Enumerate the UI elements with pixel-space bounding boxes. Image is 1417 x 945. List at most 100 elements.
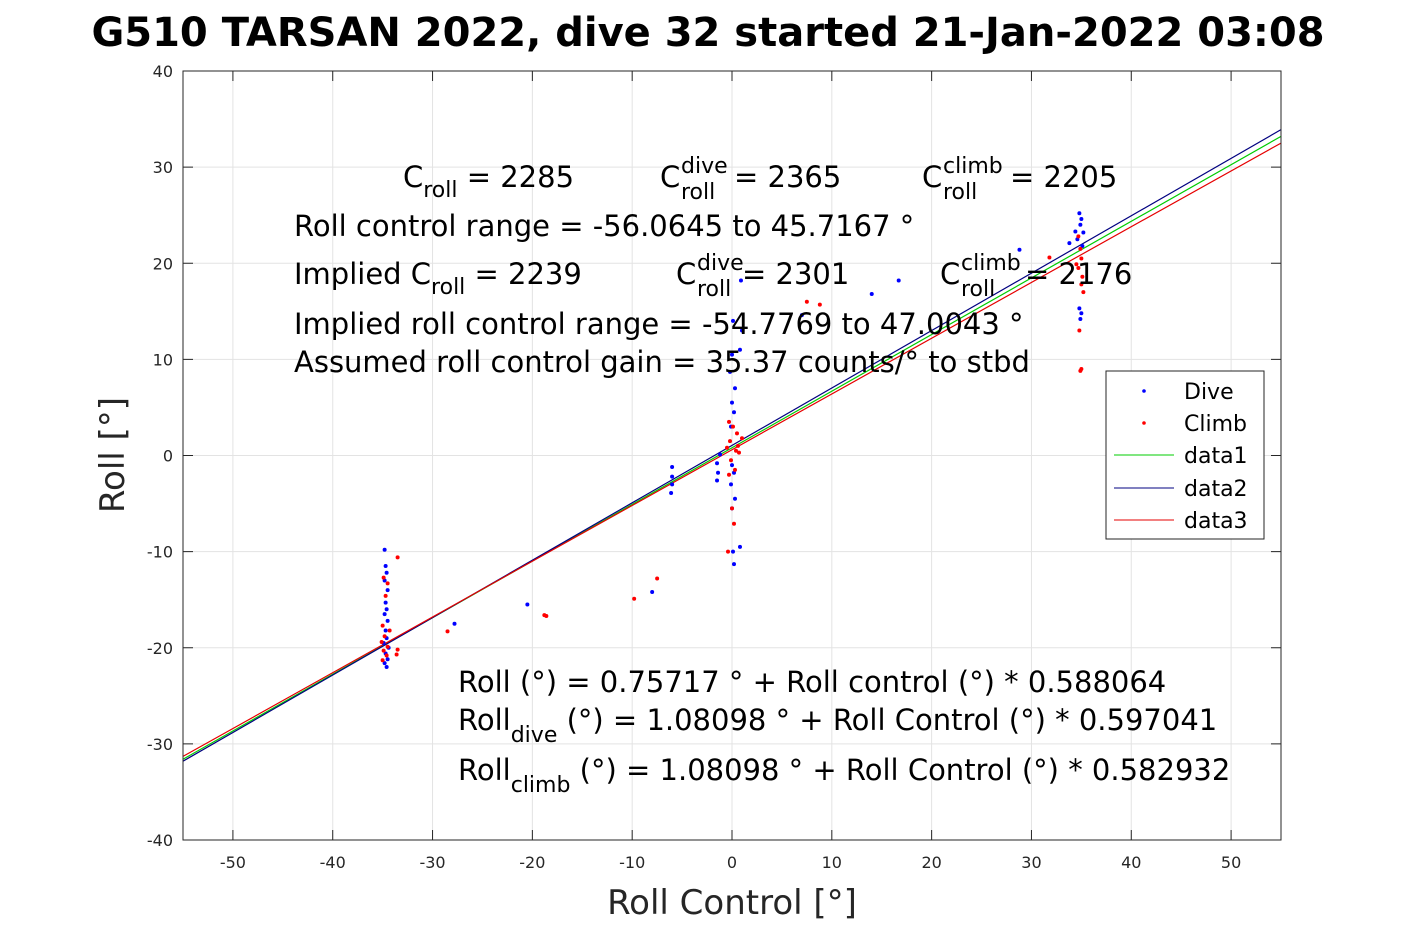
legend-label-climb: Climb <box>1184 412 1247 437</box>
point-dive <box>715 478 720 483</box>
point-dive <box>525 602 530 607</box>
annotation-fit-equation-climb: Rollclimb (°) = 1.08098 ° + Roll Control… <box>458 753 1230 798</box>
point-climb <box>733 448 738 453</box>
y-axis-label: Roll [°] <box>93 397 133 513</box>
point-dive <box>732 496 737 501</box>
point-climb <box>817 302 822 307</box>
point-dive <box>718 452 723 457</box>
annotation-c-roll-dive: C dive roll = 2365 <box>660 154 841 205</box>
y-tick-label: -30 <box>147 735 173 754</box>
point-climb <box>1077 328 1082 333</box>
point-dive <box>730 318 735 323</box>
annotation-implied-c-roll-climb: C climb roll = 2176 <box>940 251 1132 302</box>
x-tick-label: 10 <box>822 853 842 872</box>
point-dive <box>730 400 734 405</box>
svg-text:roll: roll <box>943 180 977 205</box>
point-climb <box>731 521 736 526</box>
x-tick-label: -40 <box>320 853 346 872</box>
svg-text:climb: climb <box>943 154 1003 179</box>
legend-label-dive: Dive <box>1184 380 1234 405</box>
point-dive <box>669 490 674 495</box>
annotation-implied-c-roll: Implied Croll = 2239 <box>294 257 582 300</box>
y-tick-label: 30 <box>153 158 173 177</box>
svg-text:C: C <box>660 160 680 194</box>
point-climb <box>1076 266 1081 271</box>
point-dive <box>1079 311 1084 316</box>
point-climb <box>726 549 731 554</box>
point-dive <box>1079 217 1084 222</box>
point-dive <box>1078 317 1083 322</box>
point-dive <box>452 621 457 626</box>
point-climb <box>382 634 387 639</box>
point-dive <box>1077 306 1082 311</box>
svg-text:dive: dive <box>697 251 744 276</box>
point-dive <box>384 664 389 669</box>
svg-text:= 2301: = 2301 <box>742 257 849 291</box>
point-dive <box>799 313 804 318</box>
x-tick-label: 20 <box>921 853 941 872</box>
annotation-fit-equation: Roll (°) = 0.75717 ° + Roll control (°) … <box>458 665 1166 699</box>
point-climb <box>735 443 740 448</box>
x-axis-label: Roll Control [°] <box>607 883 857 923</box>
point-dive <box>383 564 388 569</box>
x-axis-ticks: -50 -40 -30 -20 -10 0 10 20 30 40 50 <box>220 71 1241 872</box>
point-dive <box>896 278 901 283</box>
point-climb <box>734 431 739 436</box>
point-dive <box>728 369 733 374</box>
point-dive <box>715 461 720 466</box>
point-climb <box>725 445 730 450</box>
point-dive <box>385 618 390 623</box>
x-tick-label: 30 <box>1021 853 1041 872</box>
point-climb <box>727 419 732 424</box>
legend-label-data3: data3 <box>1184 509 1248 534</box>
x-tick-label: -30 <box>419 853 445 872</box>
annotation-c-roll-climb: C climb roll = 2205 <box>922 154 1117 205</box>
point-climb <box>384 653 389 658</box>
point-climb <box>395 555 400 560</box>
point-climb <box>727 472 732 477</box>
point-dive <box>384 570 389 575</box>
point-climb <box>1074 262 1079 267</box>
point-climb <box>380 623 385 628</box>
line-data2 <box>182 129 1282 762</box>
point-dive <box>738 278 743 283</box>
point-dive <box>1081 230 1086 235</box>
point-dive <box>1080 243 1085 248</box>
annotation-implied-c-roll-dive: C dive roll = 2301 <box>676 251 849 302</box>
point-dive <box>739 328 744 333</box>
point-climb <box>385 581 390 586</box>
y-tick-label: -10 <box>147 543 173 562</box>
point-climb <box>381 575 386 580</box>
point-climb <box>1078 246 1083 251</box>
point-dive <box>716 470 721 475</box>
point-climb <box>655 576 660 581</box>
point-climb <box>1080 274 1085 279</box>
point-dive <box>869 292 874 297</box>
point-climb <box>380 658 385 663</box>
point-dive <box>1078 222 1083 227</box>
point-climb <box>544 614 549 619</box>
point-dive <box>385 588 390 593</box>
point-dive <box>729 482 734 487</box>
point-climb <box>379 639 384 644</box>
svg-text:roll: roll <box>961 277 995 302</box>
y-tick-label: 10 <box>153 350 173 369</box>
annotation-implied-roll-control-range: Implied roll control range = -54.7769 to… <box>294 307 1024 341</box>
point-dive <box>730 549 735 554</box>
svg-text:C: C <box>922 160 942 194</box>
point-dive <box>382 661 387 666</box>
x-tick-label: -10 <box>619 853 645 872</box>
point-climb <box>730 506 734 511</box>
svg-text:= 2365: = 2365 <box>734 160 841 194</box>
legend-label-data2: data2 <box>1184 477 1248 502</box>
point-dive <box>670 474 675 479</box>
legend-marker-climb <box>1142 421 1146 425</box>
point-climb <box>383 593 388 598</box>
point-dive <box>383 628 388 633</box>
point-dive <box>731 410 736 415</box>
legend-marker-dive <box>1142 389 1146 393</box>
point-dive <box>1067 241 1072 246</box>
point-dive <box>384 607 389 612</box>
point-dive <box>737 347 742 352</box>
